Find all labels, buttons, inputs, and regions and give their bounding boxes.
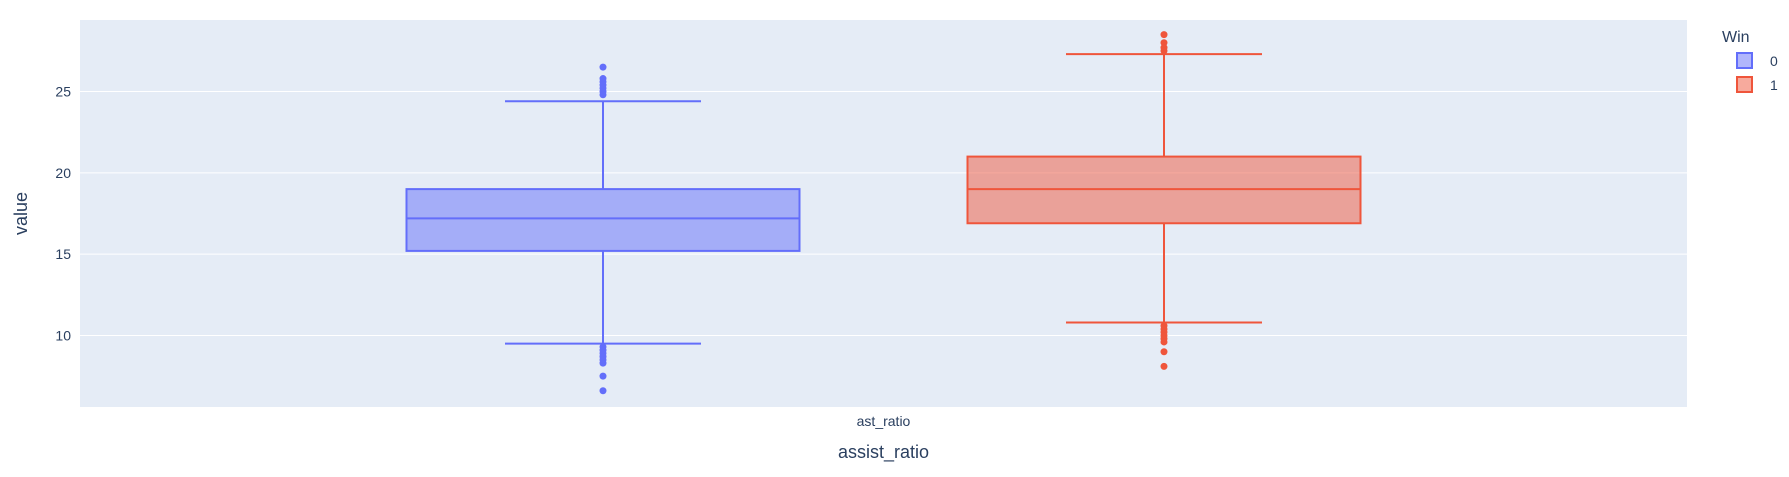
y-tick-label: 20 [55,165,71,181]
outlier-point [599,63,607,71]
legend-label: 1 [1770,77,1778,93]
y-tick-label: 10 [55,327,71,343]
x-axis-title: assist_ratio [838,442,929,463]
outlier-point [1160,31,1168,39]
outlier-point [599,91,607,99]
box-series-0 [405,63,801,395]
x-tick-label: ast_ratio [857,413,911,429]
plot-area [80,20,1687,407]
legend-item-1: 1 [1736,76,1778,93]
outlier-point [1160,39,1168,47]
gridlines [80,91,1687,336]
outlier-point [1160,362,1168,370]
outlier-point [599,372,607,380]
iqr-box [405,188,801,252]
legend: Win 0 1 [1722,29,1778,93]
y-tick-label: 25 [55,84,71,100]
outlier-point [1160,47,1168,55]
y-axis-title: value [11,192,31,235]
outlier-point [1160,348,1168,356]
boxes [405,31,1362,395]
outlier-point [599,387,607,395]
legend-title: Win [1722,29,1750,46]
legend-item-0: 0 [1736,52,1778,69]
legend-swatch [1736,76,1753,93]
plot-background [80,20,1687,407]
legend-swatch [1736,52,1753,69]
box-series-1 [966,31,1362,370]
y-tick-label: 15 [55,246,71,262]
axes: assist_ratio value 10 15 20 25 ast_ratio [11,84,929,463]
outlier-point [599,359,607,367]
outlier-point [1160,338,1168,346]
legend-label: 0 [1770,53,1778,69]
